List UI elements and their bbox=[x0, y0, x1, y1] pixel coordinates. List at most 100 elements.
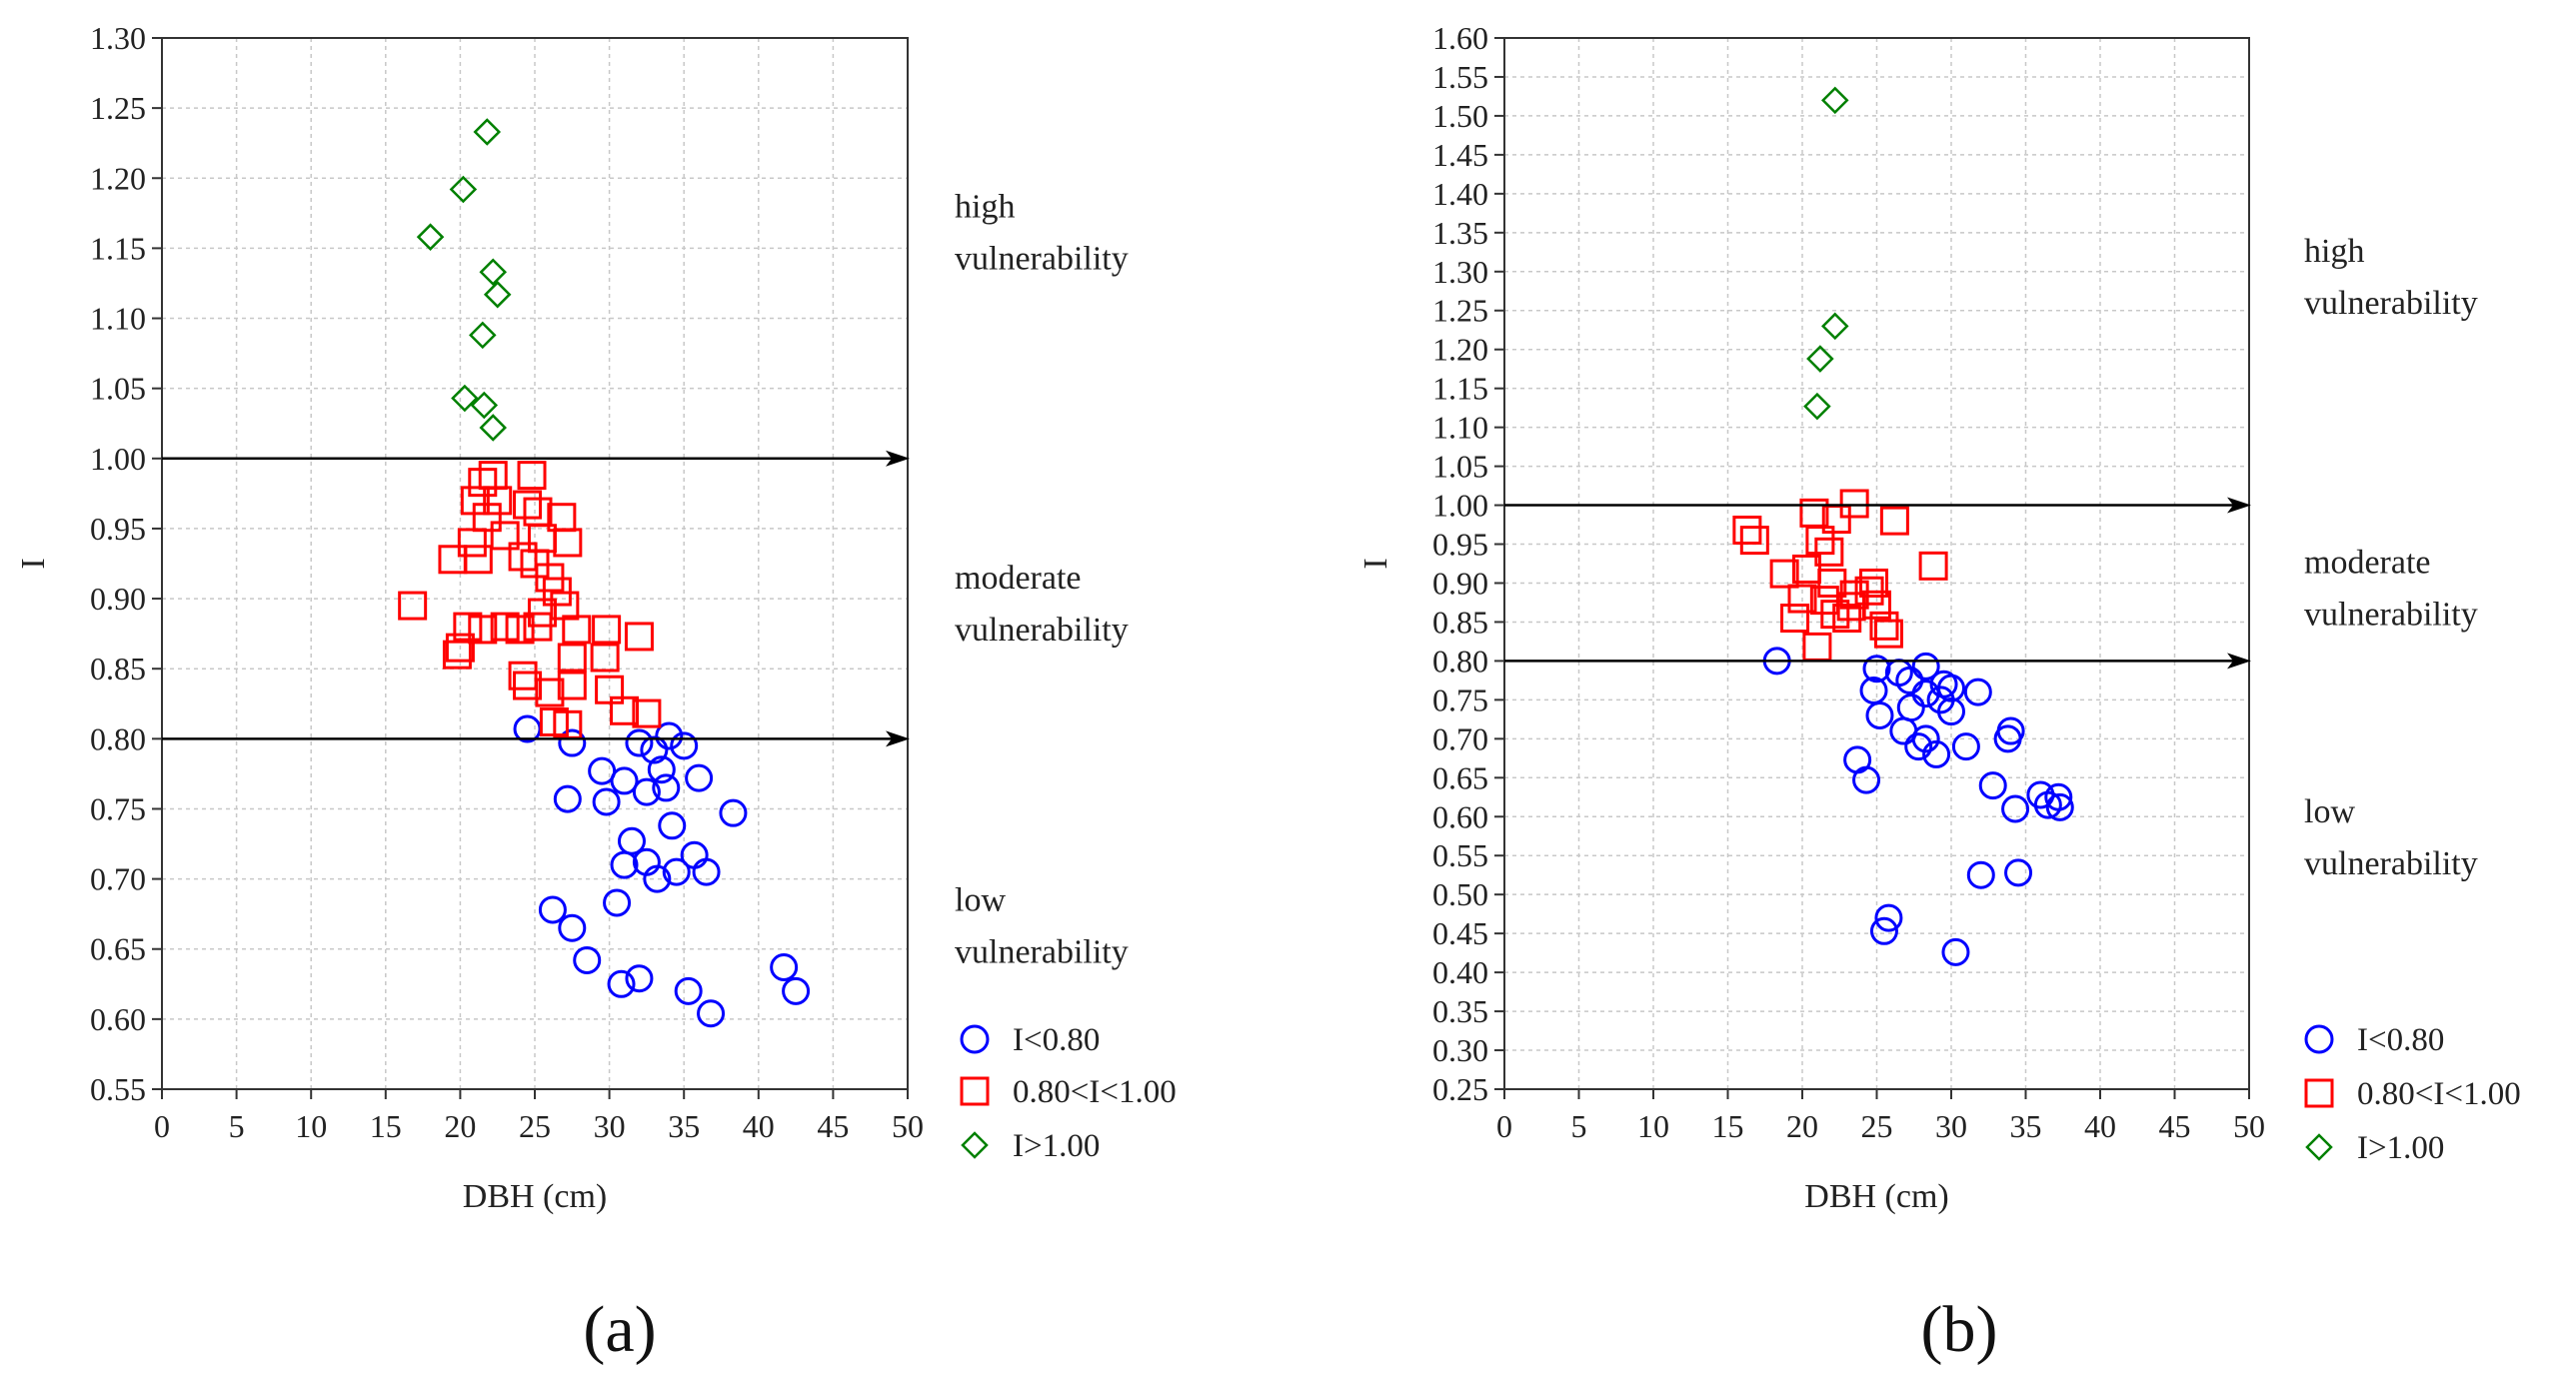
y-tick-label: 0.50 bbox=[1432, 876, 1488, 912]
data-point-square bbox=[490, 521, 520, 551]
y-tick-label: 0.85 bbox=[90, 651, 146, 687]
data-point-square bbox=[523, 612, 553, 642]
zone-label: high bbox=[2304, 233, 2364, 270]
data-point-circle bbox=[1904, 732, 1933, 761]
data-point-circle bbox=[643, 864, 672, 893]
x-tick-label: 10 bbox=[1637, 1108, 1669, 1144]
data-point-circle bbox=[632, 777, 661, 806]
x-tick-label: 5 bbox=[1571, 1108, 1587, 1144]
y-tick-label: 0.90 bbox=[90, 581, 146, 617]
x-tick-label: 40 bbox=[743, 1108, 775, 1144]
data-point-circle bbox=[1937, 697, 1965, 726]
data-point-square bbox=[523, 497, 553, 527]
y-tick-label: 0.85 bbox=[1432, 604, 1488, 640]
data-point-square bbox=[513, 671, 543, 700]
data-point-circle bbox=[592, 787, 621, 816]
legend-circle-icon bbox=[2304, 1024, 2334, 1054]
data-point-square bbox=[442, 640, 472, 670]
data-point-circle bbox=[553, 784, 582, 813]
data-point-circle bbox=[770, 952, 799, 981]
data-point-square bbox=[463, 545, 493, 575]
y-tick-label: 1.00 bbox=[90, 441, 146, 477]
data-point-square bbox=[562, 615, 592, 645]
y-tick-label: 1.20 bbox=[1432, 332, 1488, 368]
data-point-diamond bbox=[449, 175, 478, 204]
data-point-circle bbox=[640, 735, 669, 764]
y-tick-label: 0.55 bbox=[1432, 837, 1488, 873]
x-tick-label: 35 bbox=[668, 1108, 700, 1144]
y-tick-label: 1.50 bbox=[1432, 98, 1488, 134]
y-tick-label: 0.70 bbox=[90, 861, 146, 897]
y-tick-label: 0.90 bbox=[1432, 565, 1488, 601]
zone-label: vulnerability bbox=[2304, 285, 2478, 322]
y-axis-label: I bbox=[15, 558, 52, 569]
legend-square-icon bbox=[2304, 1078, 2334, 1108]
y-tick-label: 1.25 bbox=[1432, 293, 1488, 329]
data-point-square bbox=[398, 591, 428, 621]
data-point-square bbox=[557, 643, 587, 673]
x-tick-label: 45 bbox=[2159, 1108, 2191, 1144]
y-tick-label: 1.60 bbox=[1432, 20, 1488, 56]
x-tick-label: 30 bbox=[1935, 1108, 1967, 1144]
data-point-square bbox=[517, 461, 547, 491]
data-point-square bbox=[610, 695, 640, 725]
y-tick-label: 0.30 bbox=[1432, 1032, 1488, 1068]
data-point-circle bbox=[1966, 860, 1995, 889]
data-point-square bbox=[505, 615, 535, 645]
data-point-circle bbox=[1922, 739, 1951, 768]
data-point-circle bbox=[625, 964, 654, 993]
data-point-circle bbox=[1911, 724, 1940, 753]
zone-label: vulnerability bbox=[955, 240, 1129, 277]
legend-square-icon bbox=[960, 1076, 990, 1106]
data-point-circle bbox=[610, 766, 639, 795]
legend-circle-icon bbox=[960, 1024, 990, 1054]
data-point-circle bbox=[607, 969, 636, 998]
data-point-circle bbox=[1862, 655, 1891, 684]
threshold-arrowhead bbox=[2227, 497, 2251, 514]
data-point-square bbox=[1732, 515, 1762, 545]
data-point-square bbox=[445, 633, 475, 663]
x-tick-label: 5 bbox=[229, 1108, 245, 1144]
data-point-circle bbox=[680, 840, 709, 869]
data-point-square bbox=[508, 661, 538, 690]
data-point-square bbox=[595, 675, 625, 704]
panel-label: (b) bbox=[1921, 1293, 1998, 1366]
y-tick-label: 1.10 bbox=[90, 301, 146, 337]
data-point-square bbox=[1839, 489, 1869, 519]
data-point-square bbox=[468, 615, 498, 645]
y-tick-label: 1.05 bbox=[1432, 449, 1488, 485]
x-tick-label: 15 bbox=[1712, 1108, 1744, 1144]
data-point-circle bbox=[655, 721, 684, 750]
data-point-circle bbox=[1852, 765, 1881, 794]
y-tick-label: 0.25 bbox=[1432, 1071, 1488, 1107]
y-tick-label: 0.65 bbox=[90, 931, 146, 967]
data-point-square bbox=[1769, 559, 1799, 589]
data-point-circle bbox=[558, 913, 587, 942]
threshold-arrowhead bbox=[886, 450, 910, 467]
x-tick-label: 30 bbox=[594, 1108, 626, 1144]
x-tick-label: 15 bbox=[370, 1108, 402, 1144]
plot-frame bbox=[161, 37, 909, 1090]
data-point-diamond bbox=[451, 384, 479, 413]
y-tick-label: 1.35 bbox=[1432, 215, 1488, 251]
y-tick-label: 0.75 bbox=[1432, 682, 1488, 717]
zone-label: vulnerability bbox=[955, 934, 1129, 971]
data-point-circle bbox=[2033, 790, 2062, 819]
y-tick-label: 0.80 bbox=[1432, 643, 1488, 679]
x-tick-label: 25 bbox=[519, 1108, 551, 1144]
data-point-circle bbox=[1911, 652, 1940, 681]
x-tick-label: 20 bbox=[1786, 1108, 1818, 1144]
data-point-square bbox=[1869, 611, 1899, 641]
data-point-circle bbox=[782, 976, 811, 1005]
data-point-circle bbox=[674, 976, 703, 1005]
zone-label: high bbox=[955, 188, 1015, 225]
y-tick-label: 1.55 bbox=[1432, 59, 1488, 95]
y-tick-label: 0.45 bbox=[1432, 915, 1488, 951]
y-tick-label: 0.80 bbox=[90, 720, 146, 756]
y-axis-label: I bbox=[1357, 558, 1394, 569]
data-point-square bbox=[1918, 551, 1948, 581]
zone-label: vulnerability bbox=[955, 612, 1129, 649]
data-point-circle bbox=[610, 850, 639, 879]
x-tick-label: 50 bbox=[2233, 1108, 2265, 1144]
data-point-circle bbox=[697, 999, 726, 1028]
